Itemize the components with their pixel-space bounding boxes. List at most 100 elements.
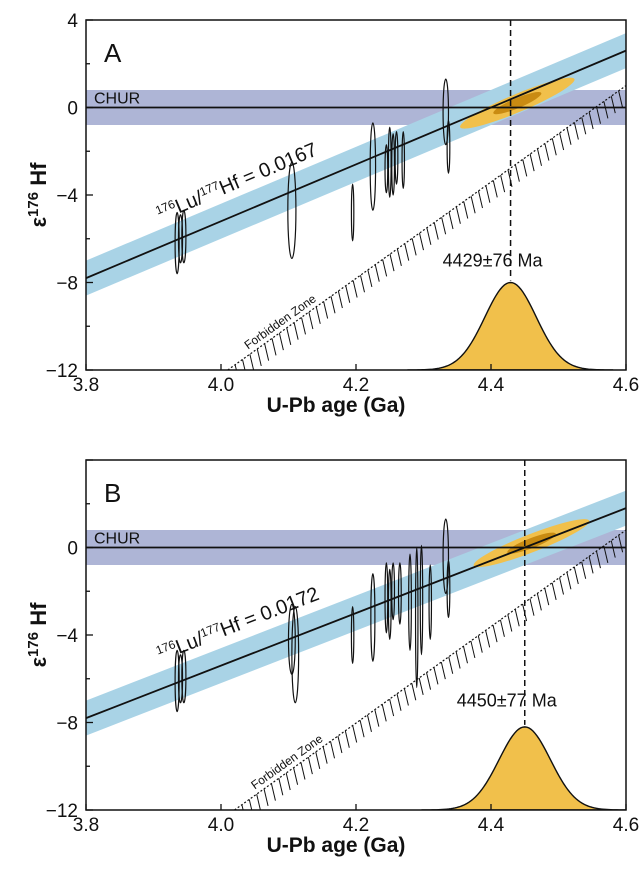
forbidden-zone-hatch bbox=[499, 619, 505, 637]
chur-label: CHUR bbox=[94, 91, 140, 108]
forbidden-zone-hatch bbox=[293, 322, 299, 340]
zircon-error-ellipse bbox=[291, 605, 300, 704]
forbidden-zone-label: Forbidden Zone bbox=[248, 731, 325, 792]
forbidden-zone-hatch bbox=[419, 232, 424, 251]
panel-label: B bbox=[104, 478, 121, 508]
x-tick-label: 4.4 bbox=[478, 815, 505, 836]
forbidden-zone-hatch bbox=[529, 153, 535, 172]
y-tick-label: 0 bbox=[67, 99, 78, 120]
forbidden-zone-hatch bbox=[448, 211, 454, 230]
y-tick-label: −4 bbox=[56, 626, 78, 647]
age-label: 4450±77 Ma bbox=[457, 691, 558, 711]
zircon-error-ellipse bbox=[387, 126, 392, 198]
plot-area bbox=[86, 20, 626, 370]
forbidden-zone-hatch bbox=[300, 762, 306, 780]
x-tick-label: 4.6 bbox=[613, 815, 639, 836]
plot-area bbox=[86, 460, 626, 810]
forbidden-zone-hatch bbox=[411, 238, 417, 256]
zircon-error-ellipse bbox=[391, 133, 396, 196]
forbidden-zone-hatch bbox=[588, 111, 594, 130]
y-axis-label: ε176 Hf bbox=[25, 602, 51, 667]
forbidden-zone-hatch bbox=[234, 809, 236, 810]
zircon-error-ellipse bbox=[428, 564, 433, 640]
forbidden-zone-hatch bbox=[603, 545, 609, 563]
forbidden-zone-hatch bbox=[448, 656, 454, 674]
zircon-error-ellipse bbox=[446, 560, 451, 619]
forbidden-zone-hatch bbox=[278, 778, 284, 796]
forbidden-zone-hatch bbox=[403, 688, 409, 706]
forbidden-zone-hatch bbox=[492, 624, 498, 643]
forbidden-zone-hatch bbox=[455, 206, 461, 224]
ratio-label-part: 177 bbox=[198, 620, 222, 640]
zircon-error-ellipse bbox=[181, 649, 187, 704]
forbidden-zone-hatch bbox=[352, 280, 358, 298]
forbidden-zone-hatch bbox=[366, 714, 372, 733]
x-tick-label: 4.6 bbox=[613, 375, 639, 396]
forbidden-zone-hatch bbox=[241, 804, 244, 810]
x-tick-label: 4.0 bbox=[208, 815, 234, 836]
forbidden-zone-hatch bbox=[367, 269, 373, 288]
forbidden-zone-hatch bbox=[330, 741, 336, 759]
forbidden-zone-hatch bbox=[418, 677, 424, 696]
y-axis-label-suffix: Hf bbox=[26, 162, 51, 192]
forbidden-zone-hatch bbox=[315, 751, 321, 770]
forbidden-zone-hatch bbox=[610, 96, 616, 114]
y-axis-label-sup: 176 bbox=[25, 192, 42, 217]
forbidden-zone-hatch bbox=[396, 693, 402, 711]
zircon-error-ellipse bbox=[401, 130, 406, 190]
forbidden-zone-label: Forbidden Zone bbox=[242, 291, 319, 352]
forbidden-zone-hatch bbox=[514, 609, 520, 627]
forbidden-zone-hatch bbox=[374, 709, 380, 727]
forbidden-zone-hatch bbox=[618, 535, 624, 553]
forbidden-zone-hatch bbox=[463, 201, 469, 219]
forbidden-zone-hatch bbox=[270, 783, 276, 801]
forbidden-zone-hatch bbox=[271, 338, 277, 356]
zircon-error-ellipse bbox=[397, 562, 402, 625]
forbidden-zone-hatch bbox=[278, 333, 284, 351]
forbidden-zone-hatch bbox=[256, 348, 262, 367]
forbidden-zone-hatch bbox=[337, 735, 343, 754]
y-tick-label: 4 bbox=[67, 11, 78, 32]
forbidden-zone-hatch bbox=[307, 757, 313, 775]
forbidden-zone-hatch bbox=[323, 301, 329, 319]
forbidden-zone-hatch bbox=[396, 248, 402, 266]
forbidden-zone-hatch bbox=[301, 317, 306, 335]
forbidden-zone-hatch bbox=[286, 327, 292, 345]
y-tick-label: −12 bbox=[46, 801, 78, 822]
zircon-error-ellipse bbox=[387, 568, 392, 640]
forbidden-zone-hatch bbox=[360, 275, 365, 293]
zircon-error-ellipse bbox=[287, 161, 297, 260]
forbidden-zone-hatch bbox=[426, 227, 432, 245]
zircon-error-ellipse bbox=[391, 562, 396, 621]
regression-line bbox=[86, 49, 626, 279]
forbidden-zone-hatch bbox=[337, 290, 343, 309]
forbidden-zone-hatch bbox=[544, 143, 550, 161]
forbidden-zone-hatch bbox=[411, 683, 417, 701]
forbidden-zone-hatch bbox=[330, 296, 336, 314]
hf-evolution-core bbox=[493, 92, 542, 115]
forbidden-zone-hatch bbox=[470, 640, 476, 659]
y-tick-label: −8 bbox=[56, 274, 78, 295]
x-tick-label: 4.2 bbox=[343, 815, 369, 836]
zircon-error-ellipse bbox=[369, 122, 377, 211]
forbidden-zone-hatch bbox=[573, 566, 579, 585]
forbidden-zone-hatch bbox=[507, 169, 513, 187]
forbidden-zone-hatch bbox=[426, 672, 432, 690]
forbidden-zone-hatch bbox=[551, 138, 557, 156]
forbidden-zone-hatch bbox=[359, 720, 365, 738]
forbidden-zone-hatch bbox=[618, 90, 624, 109]
zircon-error-ellipse bbox=[446, 120, 451, 174]
y-axis-label-epsilon: ε bbox=[26, 656, 51, 667]
forbidden-zone-hatch bbox=[381, 704, 387, 722]
y-axis-label-sup: 176 bbox=[25, 632, 42, 657]
x-tick-label: 3.8 bbox=[73, 375, 99, 396]
forbidden-zone-hatch bbox=[293, 767, 299, 785]
zircon-error-ellipse bbox=[394, 130, 399, 185]
zircon-error-ellipse bbox=[350, 183, 355, 242]
zircon-error-ellipse bbox=[414, 546, 419, 689]
forbidden-zone-hatch bbox=[382, 259, 388, 277]
y-axis-label: ε176 Hf bbox=[25, 162, 51, 227]
forbidden-zone-hatch bbox=[404, 243, 410, 261]
forbidden-zone-hatch bbox=[242, 359, 246, 370]
